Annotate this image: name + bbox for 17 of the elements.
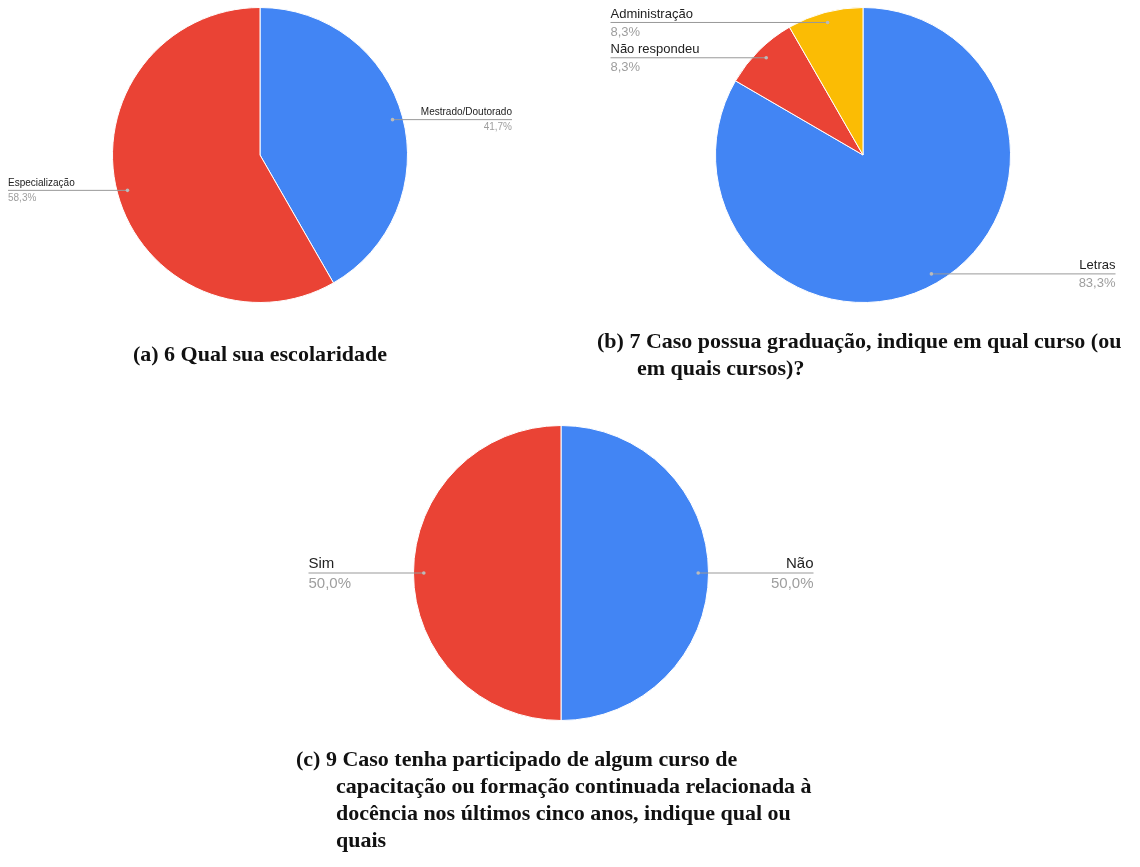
data-label: 50,0% [770, 573, 814, 591]
slice-label: Letras [1079, 256, 1116, 272]
data-label: 50,0% [308, 573, 352, 591]
data-label: 58,3% [8, 192, 37, 204]
slice-label: Especialização [8, 177, 76, 189]
slice-label: Sim [308, 553, 335, 571]
slice-label: Não [785, 553, 814, 571]
data-label: 83,3% [1078, 274, 1116, 290]
data-label: 8,3% [610, 23, 641, 39]
slice-label: Não respondeu [610, 40, 700, 56]
text: (c) 9 Caso tenha participado de algum curso de capacitação ou formação continuada relacionada à docência nos últimos cinco anos, indique qual ou quais [296, 745, 813, 853]
slice-label: Mestrado/Doutorado [420, 106, 513, 118]
data-label: 8,3% [610, 58, 641, 74]
slice-label: Administração [610, 5, 693, 21]
text: (a) 6 Qual sua escolaridade [131, 340, 389, 367]
data-label: 41,7% [483, 121, 513, 133]
text: (b) 7 Caso possua graduação, indique em qual curso (ou em quais cursos)? [597, 327, 1123, 381]
